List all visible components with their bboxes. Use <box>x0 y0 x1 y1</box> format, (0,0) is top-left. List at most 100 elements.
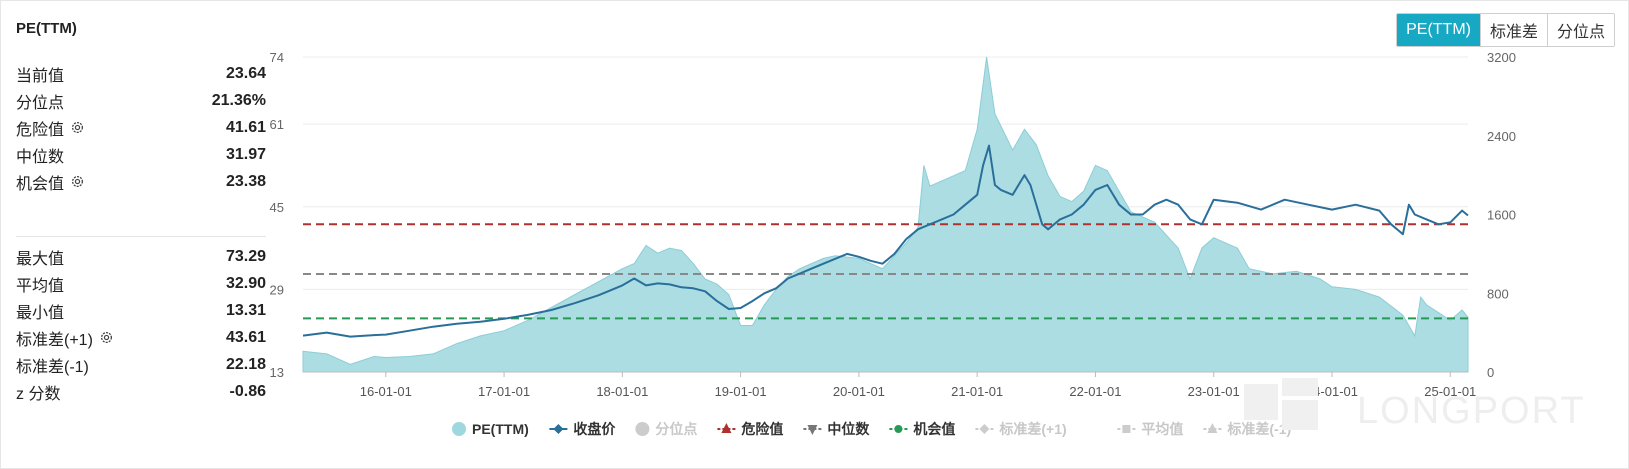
stat-value: 13.31 <box>225 301 266 319</box>
legend-label: 标准差(-1) <box>1226 421 1291 437</box>
legend-item[interactable]: 收盘价 <box>549 421 616 437</box>
stat-label: 最小值 <box>16 304 65 322</box>
legend-marker-icon <box>635 422 650 436</box>
x-tick-label: 23-01-01 <box>1188 384 1240 399</box>
legend-label: 危险值 <box>740 421 783 437</box>
legend-item[interactable]: PE(TTM) <box>452 421 529 437</box>
stat-label: 机会值 <box>16 175 65 193</box>
y-right-tick-label: 1600 <box>1487 208 1516 223</box>
y-left-tick-label: 45 <box>270 200 284 215</box>
stat-label-wrap: 机会值 <box>16 170 85 194</box>
stat-label-wrap: 最大值 <box>16 245 64 269</box>
stat-value: 31.97 <box>225 145 266 163</box>
stat-label: 最大值 <box>16 250 65 268</box>
legend-item[interactable]: 标准差(+1) <box>975 421 1067 437</box>
stat-label-wrap: 分位点 <box>16 89 64 113</box>
stat-row: 分位点 21.36% <box>16 87 266 114</box>
legend-item[interactable]: 中位数 <box>803 421 870 437</box>
toggle-button[interactable]: 标准差 <box>1479 14 1547 46</box>
stat-value: 23.38 <box>225 172 266 190</box>
toggle-button[interactable]: PE(TTM) <box>1397 14 1480 46</box>
watermark-text: LONGPORT <box>1357 390 1586 432</box>
price-line-series <box>302 144 1469 338</box>
y-left-tick-label: 29 <box>270 282 284 297</box>
legend-square-icon <box>1122 425 1131 433</box>
y-right-tick-label: 3200 <box>1487 50 1516 65</box>
legend-triangle-icon <box>721 423 732 433</box>
stat-label: z 分数 <box>16 385 61 403</box>
legend-label: 标准差(+1) <box>998 421 1066 437</box>
y-left-tick-label: 61 <box>270 117 284 132</box>
legend-triangle-icon <box>1207 423 1218 433</box>
stat-label-wrap: 平均值 <box>16 272 64 296</box>
stat-value: 32.90 <box>225 274 266 292</box>
y-right-tick-label: 2400 <box>1487 129 1516 144</box>
stat-row: 机会值 23.38 <box>16 168 266 195</box>
stat-row: 平均值 32.90 <box>16 270 266 297</box>
x-tick-label: 16-01-01 <box>360 384 412 399</box>
stat-label: 标准差(+1) <box>16 331 93 349</box>
legend-label: 收盘价 <box>573 421 616 437</box>
stat-row: 最大值 73.29 <box>16 243 266 270</box>
y-left-tick-label: 74 <box>270 50 284 65</box>
legend-item[interactable]: 危险值 <box>717 421 783 437</box>
x-tick-label: 21-01-01 <box>951 384 1003 399</box>
stat-row: 标准差(-1) 22.18 <box>16 351 266 378</box>
stat-label: 标准差(-1) <box>16 358 89 376</box>
x-tick-label: 20-01-01 <box>833 384 885 399</box>
stat-label-wrap: 危险值 <box>16 116 85 140</box>
stat-row: 最小值 13.31 <box>16 297 266 324</box>
stat-row: 危险值 41.61 <box>16 114 266 141</box>
stat-value: 73.29 <box>225 247 266 265</box>
stat-label-wrap: 最小值 <box>16 299 64 323</box>
legend-label: 平均值 <box>1141 421 1183 437</box>
stat-value: 43.61 <box>225 328 266 346</box>
legend-triangle-down-icon <box>807 425 818 435</box>
stat-label-wrap: 标准差(-1) <box>16 353 89 377</box>
stat-label-wrap: 中位数 <box>16 143 64 167</box>
stat-value: -0.86 <box>229 382 266 400</box>
legend-dot-icon <box>894 425 903 433</box>
x-tick-label: 17-01-01 <box>478 384 530 399</box>
legend-label: 中位数 <box>827 421 870 437</box>
legend-item[interactable]: 机会值 <box>889 421 955 437</box>
stat-label: 中位数 <box>16 148 65 166</box>
x-tick-label: 22-01-01 <box>1069 384 1121 399</box>
legend-label: PE(TTM) <box>472 421 529 437</box>
legend-marker-icon <box>452 422 466 436</box>
legend-diamond-icon <box>979 424 990 434</box>
stat-value: 22.18 <box>225 355 266 373</box>
toggle-button[interactable]: 分位点 <box>1546 14 1614 46</box>
gear-icon[interactable] <box>70 174 85 189</box>
page-title: PE(TTM) <box>16 20 77 37</box>
stat-label-wrap: 当前值 <box>16 62 64 86</box>
stat-value: 21.36% <box>211 91 266 109</box>
stat-row: 标准差(+1) 43.61 <box>16 324 266 351</box>
stat-label: 分位点 <box>16 94 65 112</box>
view-toggle: PE(TTM) 标准差 分位点 <box>1396 13 1615 47</box>
x-tick-label: 24-01-01 <box>1306 384 1358 399</box>
gear-icon[interactable] <box>70 120 85 135</box>
pe-area-series <box>302 56 1469 373</box>
stat-label-wrap: z 分数 <box>16 380 60 404</box>
stat-label-wrap: 标准差(+1) <box>16 326 114 350</box>
stat-label: 危险值 <box>16 121 65 139</box>
longport-watermark: LONGPORT <box>1244 378 1586 432</box>
legend-label: 分位点 <box>655 421 697 437</box>
gear-icon[interactable] <box>99 330 114 345</box>
stat-value: 41.61 <box>225 118 266 136</box>
legend-diamond-icon <box>553 424 564 434</box>
stat-row: z 分数 -0.86 <box>16 378 266 405</box>
x-tick-label: 19-01-01 <box>715 384 767 399</box>
y-right-tick-label: 800 <box>1487 286 1509 301</box>
y-right-tick-label: 0 <box>1487 365 1494 380</box>
x-tick-label: 25-01-01 <box>1424 384 1476 399</box>
stats-panel-current: 当前值 23.64 分位点 21.36% 危险值 41.61 中位数 31.97 机会值 23.3… <box>16 60 266 195</box>
longport-logo-icon <box>1244 378 1318 430</box>
legend-item[interactable]: 分位点 <box>635 421 697 437</box>
legend-item[interactable]: 标准差(-1) <box>1203 421 1291 437</box>
stats-panel-summary: 最大值 73.29 平均值 32.90 最小值 13.31 标准差(+1) 43.61 标准差(… <box>16 236 266 405</box>
legend-label: 机会值 <box>913 421 955 437</box>
legend-item[interactable]: 平均值 <box>1117 421 1183 437</box>
stat-value: 23.64 <box>225 64 266 82</box>
